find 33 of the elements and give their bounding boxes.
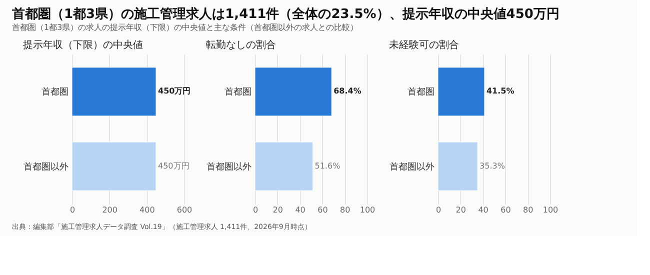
x-tick-label: 20 [272, 206, 283, 214]
x-tick-label: 80 [523, 206, 534, 214]
data-label: 68.4% [334, 86, 362, 96]
x-tick-label: 60 [318, 206, 328, 214]
y-tick-label: 首都圏以外 [390, 161, 434, 172]
x-tick-label: 0 [436, 206, 442, 214]
x-tick-label: 40 [478, 206, 488, 214]
y-tick-label: 首都圏以外 [206, 161, 252, 172]
x-tick-label: 0 [70, 206, 76, 214]
x-tick-label: 200 [102, 206, 118, 214]
chart-title: 提示年収（下限）の中央値 [23, 39, 143, 51]
x-tick-label: 80 [340, 206, 350, 214]
data-label: 41.5% [486, 86, 514, 96]
text: 首都圏（1都3県）の求人の提示年収（下限）の中央値と主な条件（首都圏以外の求人との比較） [12, 23, 358, 32]
data-label: 51.6% [314, 161, 341, 170]
data-label: 450万円 [158, 161, 190, 170]
y-tick-label: 首都圏 [224, 86, 252, 98]
chart-title: 転勤なしの割合 [206, 39, 276, 51]
y-tick-label: 首都圏 [408, 86, 434, 98]
x-tick-label: 0 [252, 206, 258, 214]
x-tick-label: 20 [456, 206, 466, 214]
x-tick-label: 400 [140, 206, 155, 214]
data-label: 35.3% [480, 161, 506, 170]
x-tick-label: 600 [176, 206, 192, 214]
x-tick-label: 60 [500, 206, 511, 214]
x-tick-label: 100 [542, 206, 558, 214]
x-tick-label: 40 [295, 206, 306, 214]
text: 首都圏（1都3県）の施工管理求人は1,411件（全体の23.5%）、提示年収の中央値450万円 [11, 6, 560, 22]
chart-title: 未経験可の割合 [389, 39, 459, 51]
y-tick-label: 首都圏 [42, 86, 68, 98]
x-tick-label: 100 [360, 206, 376, 214]
y-tick-label: 首都圏以外 [24, 161, 68, 172]
data-label: 450万円 [158, 86, 191, 96]
